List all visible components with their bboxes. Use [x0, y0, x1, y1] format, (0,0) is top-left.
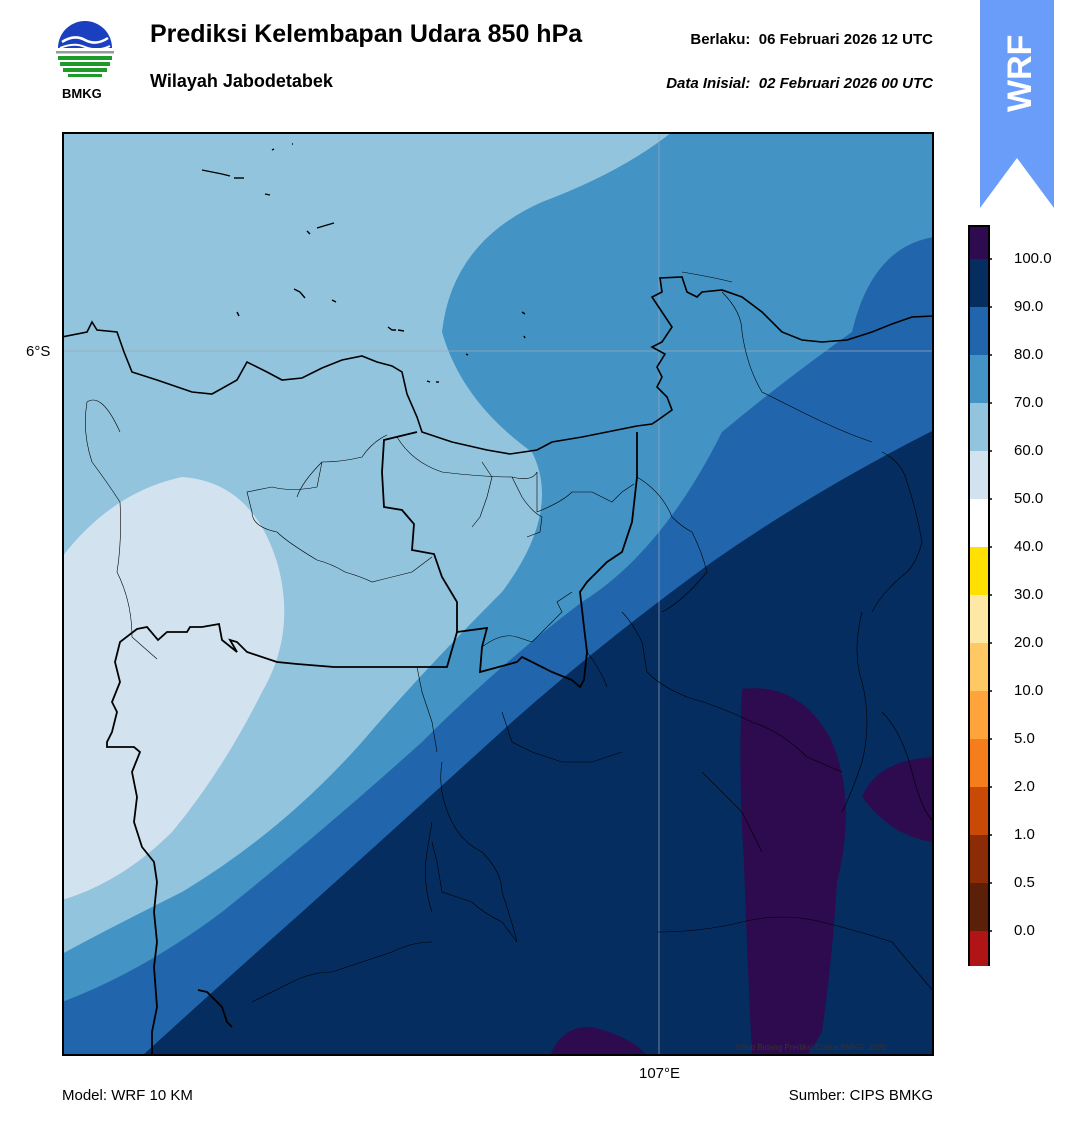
init-time: Data Inisial: 02 Februari 2026 00 UTC [666, 75, 933, 92]
valid-label: Berlaku: [690, 31, 751, 48]
humidity-map [62, 132, 934, 1056]
colorbar-swatch [969, 403, 989, 451]
colorbar-swatch [969, 931, 989, 966]
colorbar-swatch [969, 355, 989, 403]
colorbar-tick-label: 100.0 [1014, 250, 1052, 267]
init-label: Data Inisial: [666, 75, 751, 92]
map-title: Prediksi Kelembapan Udara 850 hPa [150, 20, 583, 48]
colorbar-swatch [969, 547, 989, 595]
init-value: 02 Februari 2026 00 UTC [758, 75, 933, 92]
bmkg-logo-icon [56, 21, 114, 77]
colorbar-border [968, 225, 990, 966]
colorbar-tick-label: 0.5 [1014, 874, 1035, 891]
colorbar-swatch [969, 787, 989, 835]
humidity-zone-100-south [550, 1026, 647, 1056]
model-label: Model: WRF 10 KM [62, 1087, 193, 1104]
colorbar-tick-label: 5.0 [1014, 730, 1035, 747]
colorbar-tick-label: 10.0 [1014, 682, 1044, 699]
colorbar-tick-label: 70.0 [1014, 394, 1044, 411]
province-border-west [106, 431, 458, 1056]
wrf-badge-text: WRF [1001, 35, 1039, 112]
colorbar-swatch [969, 259, 989, 307]
valid-time: Berlaku: 06 Februari 2026 12 UTC [690, 31, 933, 48]
thousand-islands [201, 143, 526, 383]
regency-borders [85, 271, 934, 1003]
colorbar-swatch [969, 226, 989, 259]
colorbar-tick-label: 20.0 [1014, 634, 1044, 651]
colorbar-swatch [969, 691, 989, 739]
map-credit: ©Sub Bidang Prediksi Cuaca BMKG, 2020 [735, 1043, 887, 1052]
humidity-zone-100-edge [862, 757, 934, 842]
valid-value: 06 Februari 2026 12 UTC [758, 31, 933, 48]
colorbar-swatch [969, 499, 989, 547]
colorbar-tick-label: 90.0 [1014, 298, 1044, 315]
logo-text: BMKG [62, 86, 102, 101]
colorbar-tick-label: 1.0 [1014, 826, 1035, 843]
lat-tick-label: 6°S [26, 343, 51, 360]
colorbar-tick-label: 0.0 [1014, 922, 1035, 939]
map-subtitle: Wilayah Jabodetabek [150, 71, 333, 91]
humidity-zone-100-east [740, 688, 846, 1056]
wrf-badge: WRF [980, 0, 1054, 208]
colorbar-swatch [969, 307, 989, 355]
colorbar-tick-label: 60.0 [1014, 442, 1044, 459]
colorbar [968, 225, 992, 966]
colorbar-swatch [969, 643, 989, 691]
province-border-jakarta [456, 432, 638, 689]
humidity-zone-50-60 [62, 477, 285, 900]
humidity-zone-90-100 [142, 430, 934, 1056]
colorbar-swatch [969, 595, 989, 643]
colorbar-tick-label: 50.0 [1014, 490, 1044, 507]
source-label: Sumber: CIPS BMKG [788, 1087, 933, 1104]
colorbar-swatch [969, 451, 989, 499]
colorbar-tick-label: 2.0 [1014, 778, 1035, 795]
colorbar-swatch [969, 883, 989, 931]
province-border-south [197, 989, 233, 1028]
lon-tick-label: 107°E [639, 1065, 681, 1082]
coastline [62, 276, 934, 455]
colorbar-tick-label: 40.0 [1014, 538, 1044, 555]
colorbar-swatch [969, 739, 989, 787]
colorbar-swatch [969, 835, 989, 883]
colorbar-tick-label: 80.0 [1014, 346, 1044, 363]
colorbar-tick-label: 30.0 [1014, 586, 1044, 603]
